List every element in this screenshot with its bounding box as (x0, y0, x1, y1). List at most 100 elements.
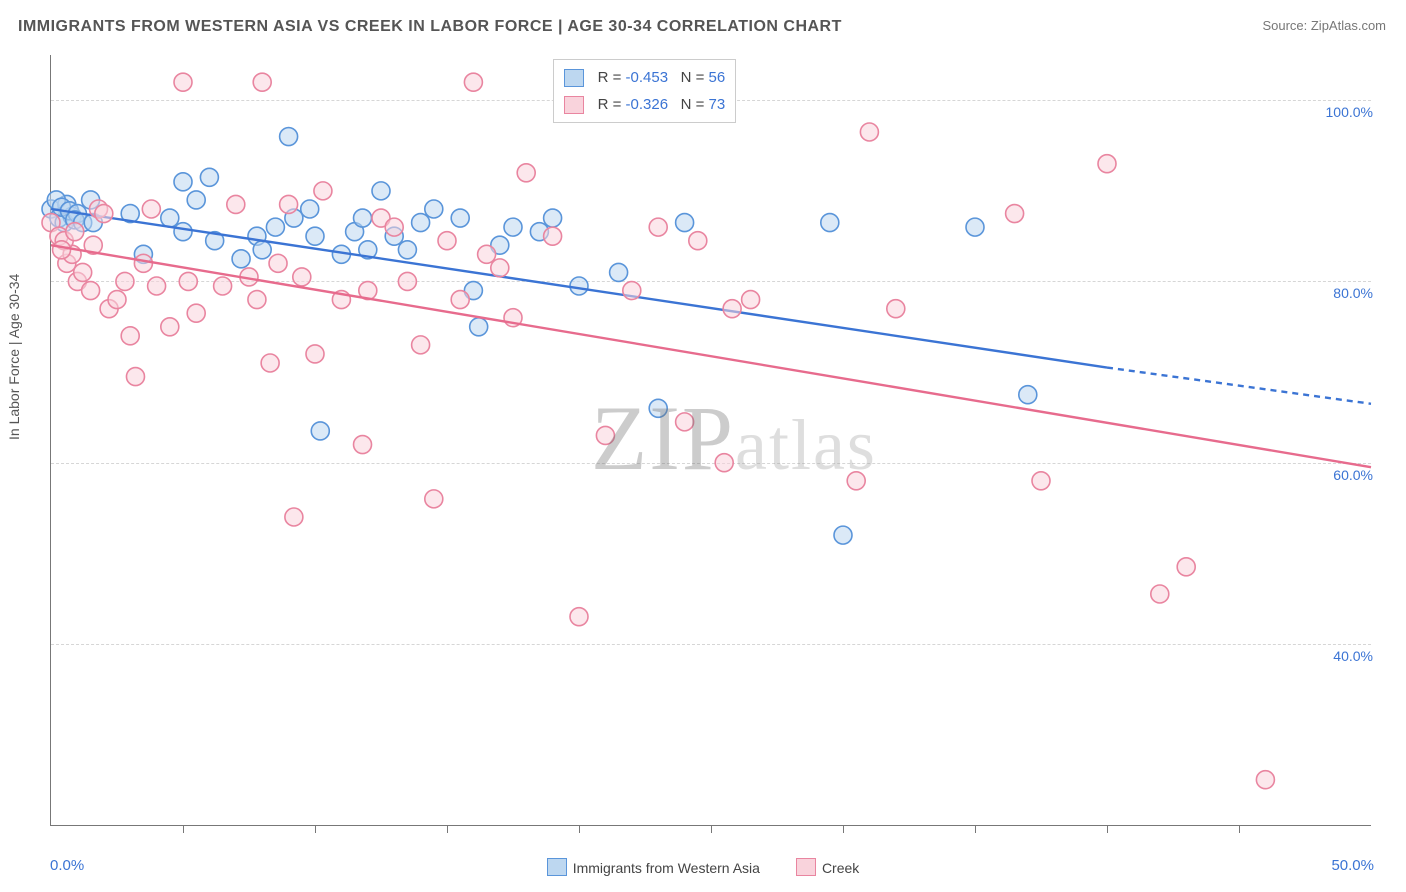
data-point (398, 272, 416, 290)
data-point (200, 168, 218, 186)
data-point (1177, 558, 1195, 576)
legend-row: R = -0.326 N = 73 (564, 91, 726, 118)
data-point (261, 354, 279, 372)
data-point (108, 291, 126, 309)
data-point (887, 300, 905, 318)
data-point (689, 232, 707, 250)
data-point (116, 272, 134, 290)
data-point (470, 318, 488, 336)
y-axis-label: In Labor Force | Age 30-34 (6, 274, 22, 440)
data-point (610, 263, 628, 281)
bottom-legend-item: Immigrants from Western Asia (547, 858, 760, 876)
data-point (1032, 472, 1050, 490)
bottom-legend-item: Creek (796, 858, 859, 876)
data-point (1098, 155, 1116, 173)
data-point (280, 128, 298, 146)
data-point (715, 454, 733, 472)
x-tick (1239, 825, 1240, 833)
data-point (161, 209, 179, 227)
data-point (649, 218, 667, 236)
data-point (187, 191, 205, 209)
data-point (491, 259, 509, 277)
legend-row: R = -0.453 N = 56 (564, 64, 726, 91)
data-point (723, 300, 741, 318)
data-point (544, 227, 562, 245)
data-point (280, 195, 298, 213)
data-point (544, 209, 562, 227)
data-point (847, 472, 865, 490)
data-point (412, 214, 430, 232)
data-point (385, 218, 403, 236)
correlation-legend: R = -0.453 N = 56R = -0.326 N = 73 (553, 59, 737, 123)
data-point (596, 426, 614, 444)
x-tick (315, 825, 316, 833)
data-point (676, 413, 694, 431)
data-point (354, 436, 372, 454)
data-point (570, 277, 588, 295)
data-point (134, 254, 152, 272)
data-point (314, 182, 332, 200)
x-tick (1107, 825, 1108, 833)
data-point (248, 291, 266, 309)
data-point (742, 291, 760, 309)
x-tick (183, 825, 184, 833)
trend-line-dashed (1107, 368, 1371, 404)
data-point (425, 490, 443, 508)
data-point (517, 164, 535, 182)
data-point (266, 218, 284, 236)
data-point (126, 368, 144, 386)
data-point (438, 232, 456, 250)
x-tick (579, 825, 580, 833)
legend-text: R = -0.453 N = 56 (598, 64, 726, 91)
data-point (148, 277, 166, 295)
data-point (161, 318, 179, 336)
data-point (121, 327, 139, 345)
data-point (95, 205, 113, 223)
data-point (398, 241, 416, 259)
data-point (451, 291, 469, 309)
data-point (1151, 585, 1169, 603)
data-point (187, 304, 205, 322)
data-point (174, 173, 192, 191)
data-point (306, 227, 324, 245)
chart-container: IMMIGRANTS FROM WESTERN ASIA VS CREEK IN… (0, 0, 1406, 892)
data-point (354, 209, 372, 227)
data-point (821, 214, 839, 232)
data-point (174, 73, 192, 91)
x-tick (843, 825, 844, 833)
data-point (676, 214, 694, 232)
data-point (1256, 771, 1274, 789)
data-point (179, 272, 197, 290)
trend-line (51, 209, 1107, 368)
legend-text: R = -0.326 N = 73 (598, 91, 726, 118)
data-point (66, 223, 84, 241)
data-point (253, 73, 271, 91)
data-point (269, 254, 287, 272)
x-tick (711, 825, 712, 833)
legend-swatch-icon (564, 96, 584, 114)
plot-svg (51, 55, 1371, 825)
data-point (306, 345, 324, 363)
legend-label: Creek (822, 860, 859, 876)
legend-label: Immigrants from Western Asia (573, 860, 760, 876)
data-point (174, 223, 192, 241)
data-point (372, 182, 390, 200)
data-point (253, 241, 271, 259)
data-point (1019, 386, 1037, 404)
chart-title: IMMIGRANTS FROM WESTERN ASIA VS CREEK IN… (18, 18, 842, 36)
data-point (966, 218, 984, 236)
data-point (425, 200, 443, 218)
data-point (649, 399, 667, 417)
data-point (504, 218, 522, 236)
data-point (232, 250, 250, 268)
x-tick (975, 825, 976, 833)
data-point (834, 526, 852, 544)
data-point (311, 422, 329, 440)
data-point (623, 282, 641, 300)
data-point (301, 200, 319, 218)
data-point (285, 508, 303, 526)
data-point (860, 123, 878, 141)
bottom-legend: Immigrants from Western Asia Creek (0, 858, 1406, 876)
data-point (293, 268, 311, 286)
data-point (451, 209, 469, 227)
